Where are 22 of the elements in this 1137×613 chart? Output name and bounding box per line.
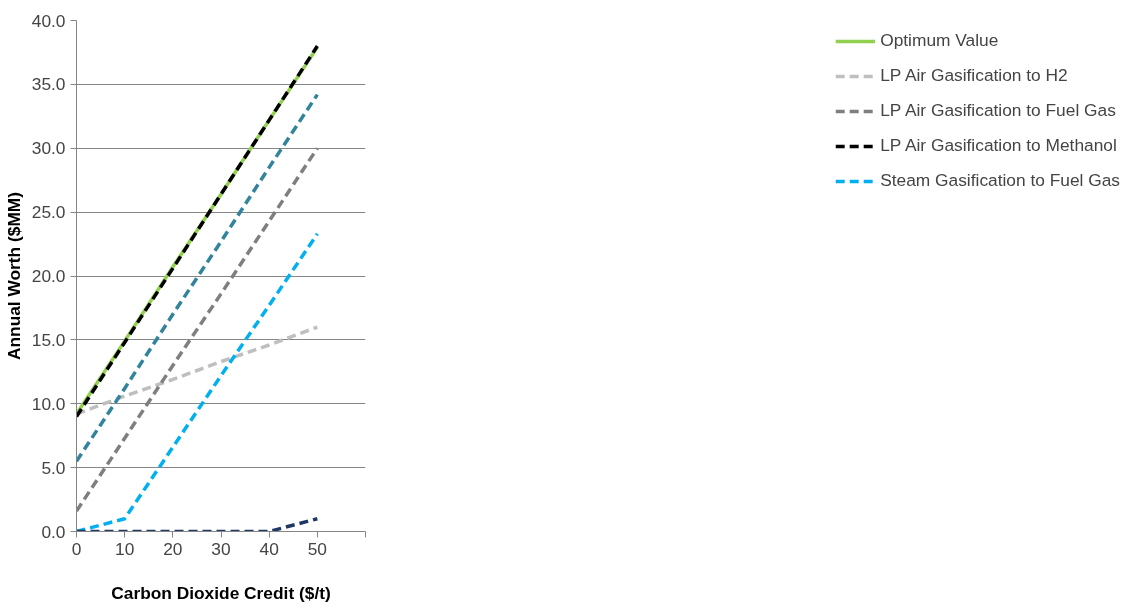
legend-label: Steam Gasification to Fuel Gas xyxy=(880,170,1120,191)
y-tick-label: 30.0 xyxy=(31,138,66,159)
y-tick-label: 40.0 xyxy=(31,10,66,31)
legend-label: LP Air Gasification to H2 xyxy=(880,65,1068,86)
x-tick-label: 20 xyxy=(163,538,183,559)
y-tick-label: 35.0 xyxy=(31,74,66,95)
x-tick-label: 50 xyxy=(307,538,327,559)
y-tick-label: 10.0 xyxy=(31,393,66,414)
y-tick-label: 20.0 xyxy=(31,266,66,286)
x-tick-label: 40 xyxy=(259,538,279,559)
y-tick-label: 25.0 xyxy=(31,202,66,223)
legend-label: LP Air Gasification to Fuel Gas xyxy=(880,100,1116,121)
y-tick-label: 5.0 xyxy=(41,457,66,478)
y-tick-label: 15.0 xyxy=(31,329,66,350)
x-tick-label: 10 xyxy=(115,538,135,559)
y-tick-label: 0.0 xyxy=(41,521,66,542)
x-tick-label: 0 xyxy=(71,538,82,559)
legend-label: Optimum Value xyxy=(880,30,999,51)
legend-label: LP Air Gasification to Methanol xyxy=(880,135,1117,156)
x-axis-title: Carbon Dioxide Credit ($/t) xyxy=(111,582,331,603)
x-tick-label: 30 xyxy=(211,538,231,559)
y-axis-title: Annual Worth ($MM) xyxy=(3,191,24,361)
